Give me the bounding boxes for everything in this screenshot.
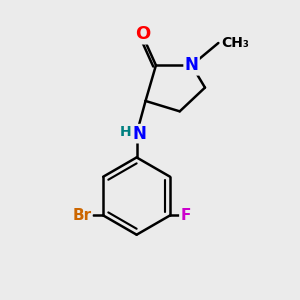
Text: N: N	[132, 125, 146, 143]
Text: CH₃: CH₃	[221, 36, 249, 50]
Text: H: H	[119, 125, 131, 139]
Text: N: N	[185, 56, 199, 74]
Text: Br: Br	[72, 208, 91, 223]
Text: O: O	[135, 25, 150, 43]
Text: F: F	[180, 208, 191, 223]
